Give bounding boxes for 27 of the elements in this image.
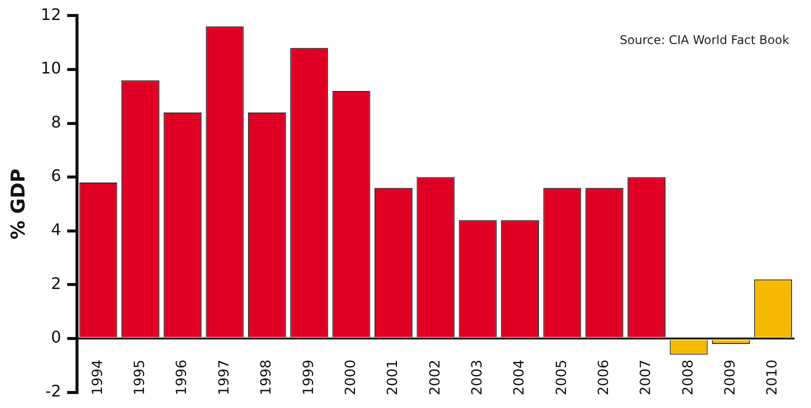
y-tick-label: 0 — [50, 328, 62, 347]
y-tick-label: 2 — [50, 274, 62, 293]
x-tick-label: 1995 — [132, 360, 148, 396]
x-tick-label: 2000 — [342, 360, 359, 396]
x-tick-label: 2003 — [469, 360, 486, 396]
x-tick-label: 2010 — [764, 360, 781, 396]
x-tick-label: 1999 — [300, 360, 317, 396]
x-tick-label: 2001 — [385, 360, 402, 396]
y-axis-title: % GDP — [7, 168, 30, 240]
y-tick-label: -2 — [45, 382, 62, 401]
annotation: Source: CIA World Fact Book — [620, 33, 790, 48]
x-tick-label: 2004 — [512, 359, 528, 396]
y-tick-label: 8 — [50, 112, 62, 132]
x-tick-label: 2002 — [427, 360, 444, 396]
x-tick-label: 2006 — [596, 359, 612, 396]
x-tick-label: 2008 — [680, 360, 696, 396]
y-tick-label: 12 — [40, 4, 62, 24]
x-tick-label: 1998 — [258, 360, 275, 396]
x-tick-label: 2007 — [638, 360, 654, 396]
y-tick-label: 6 — [50, 166, 62, 186]
x-tick-label: 1996 — [174, 359, 190, 396]
x-tick-label: 2005 — [554, 360, 570, 396]
x-tick-label: 1994 — [90, 359, 106, 396]
x-tick-label: 1997 — [216, 360, 232, 396]
x-tick-label: 2009 — [722, 360, 739, 396]
y-tick-label: 10 — [40, 58, 62, 78]
y-tick-label: 4 — [50, 220, 62, 240]
